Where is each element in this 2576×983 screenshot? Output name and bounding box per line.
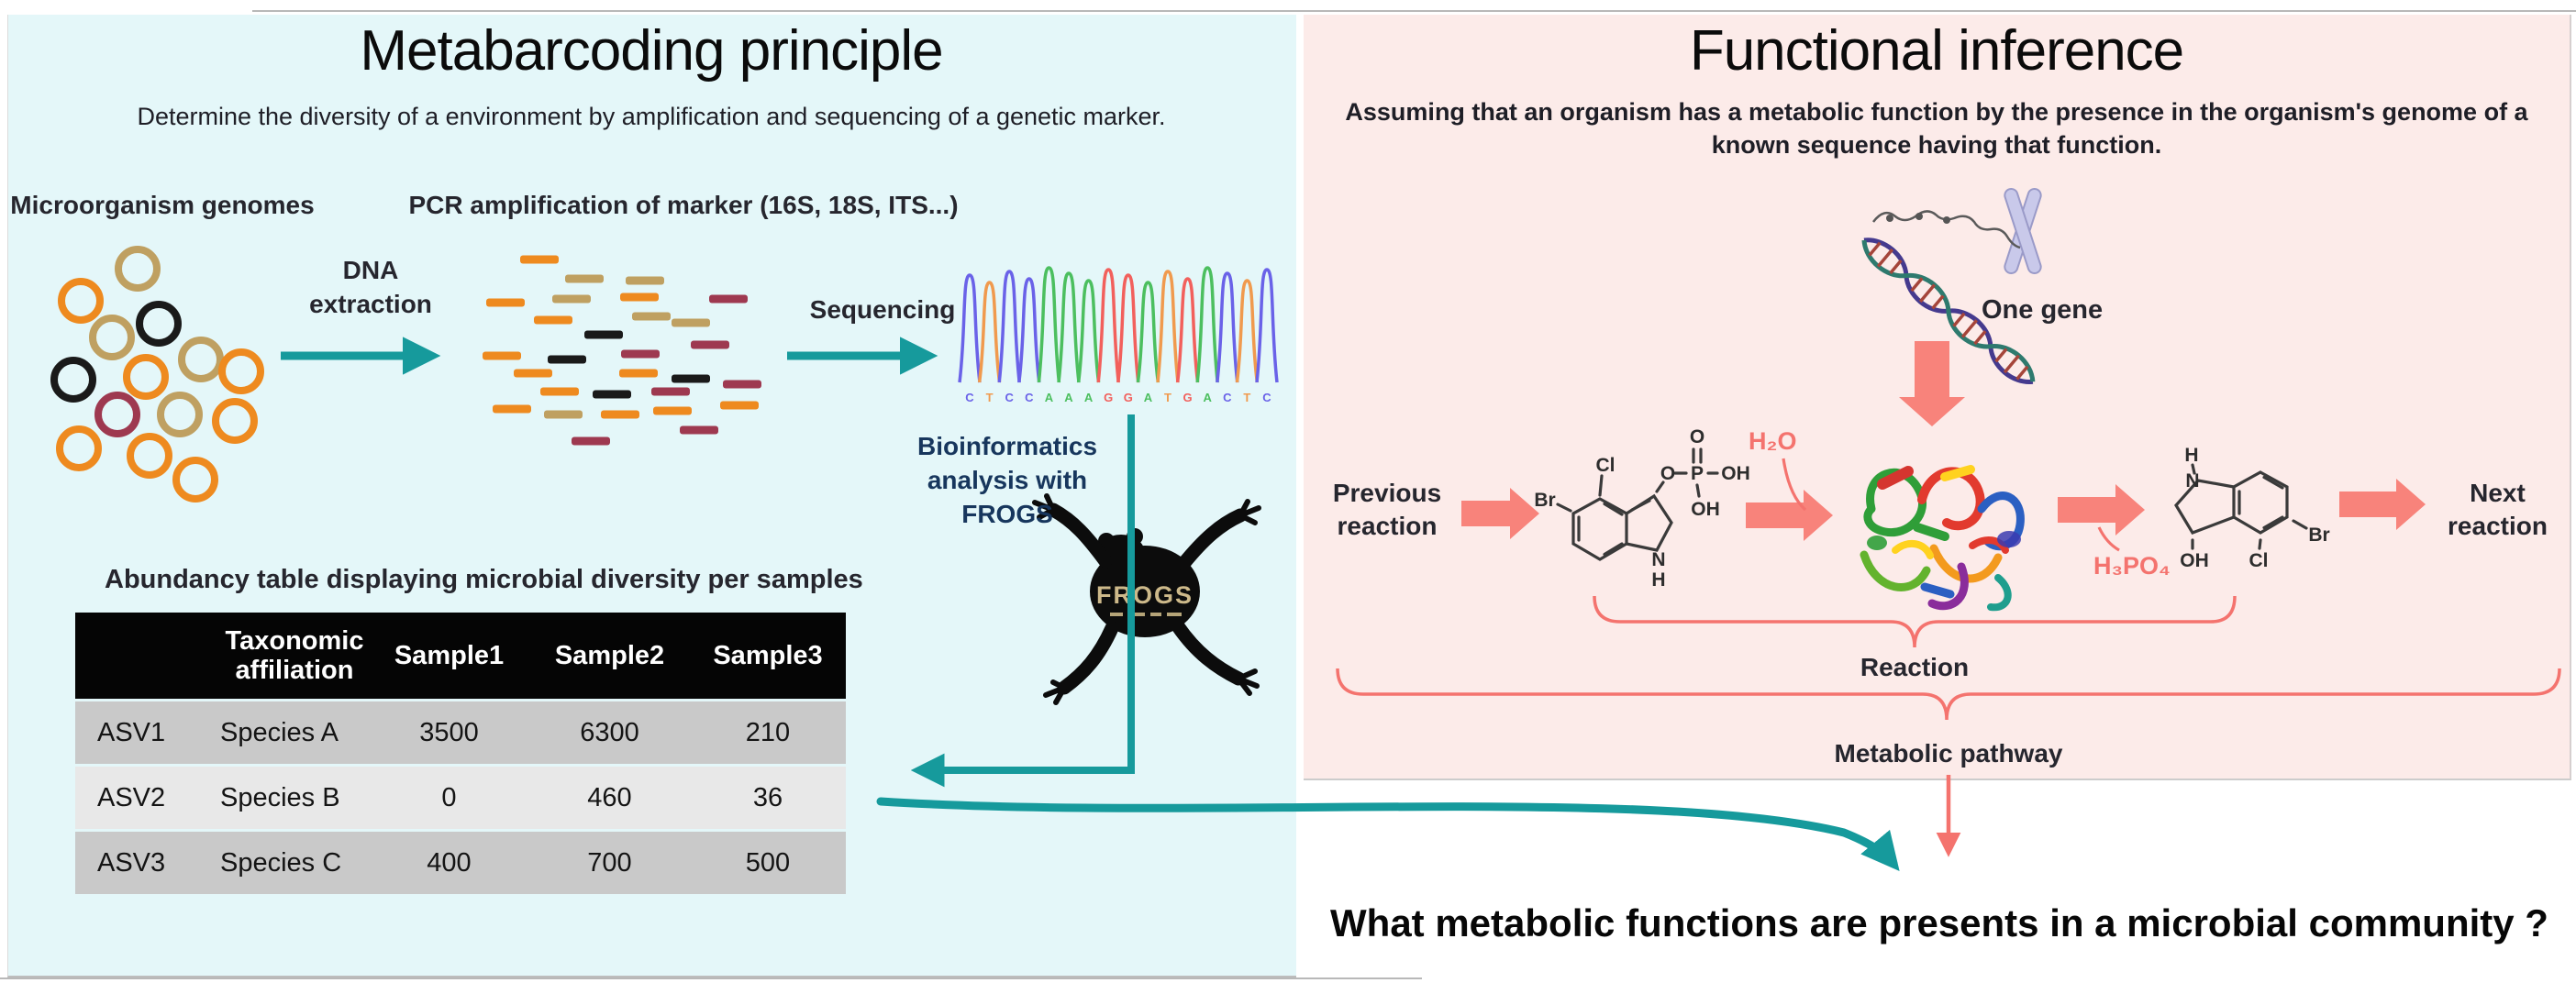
asv2-species: Species B: [220, 782, 340, 812]
asv1-id: ASV1: [97, 717, 166, 747]
header-cell-taxonomy: Taxonomic affiliation: [225, 625, 364, 685]
right-subtitle-line2: known sequence having that function.: [1711, 131, 2162, 159]
reaction-bracket-label: Reaction: [1860, 653, 1970, 681]
next-reaction-line1: Next: [2470, 479, 2526, 507]
bottom-page-edge: [0, 977, 1422, 979]
header-cell-sample3: Sample3: [713, 640, 823, 670]
next-reaction-label: Next reaction: [2422, 477, 2573, 543]
asv3-species: Species C: [220, 847, 342, 878]
one-gene-label: One gene: [1982, 295, 2104, 325]
h2o-label: H₂O: [1749, 427, 1797, 455]
asv3-id: ASV3: [97, 847, 166, 878]
bioinformatics-line2: analysis with: [927, 466, 1088, 494]
header-cell-sample1: Sample1: [394, 640, 505, 670]
asv3-sample2: 700: [587, 847, 632, 878]
right-panel-title: Functional inference: [1689, 19, 2184, 83]
table-row-asv1: ASV1 Species A 3500 6300 210: [75, 701, 846, 764]
dna-extraction-line1: DNA: [342, 256, 399, 284]
abundance-table: Taxonomic affiliation Sample1 Sample2 Sa…: [75, 613, 846, 894]
abundance-table-caption: Abundancy table displaying microbial div…: [105, 565, 863, 594]
right-panel-subtitle: Assuming that an organism has a metaboli…: [1304, 95, 2570, 161]
table-row-asv3: ASV3 Species C 400 700 500: [75, 832, 846, 894]
asv2-sample1: 0: [441, 782, 457, 812]
next-reaction-line2: reaction: [2448, 512, 2548, 540]
asv2-id: ASV2: [97, 782, 166, 812]
asv1-species: Species A: [220, 717, 339, 747]
abundance-table-header-row: Taxonomic affiliation Sample1 Sample2 Sa…: [75, 613, 846, 699]
asv1-sample3: 210: [745, 717, 791, 747]
genomes-label: Microorganism genomes: [10, 191, 315, 219]
previous-reaction-label: Previous reaction: [1314, 477, 1460, 543]
question-text: What metabolic functions are presents in…: [1330, 901, 2548, 944]
dna-extraction-line2: extraction: [309, 290, 432, 318]
previous-reaction-line1: Previous: [1332, 479, 1442, 507]
bioinformatics-line1: Bioinformatics: [916, 432, 1098, 460]
h3po4-label: H₃PO₄: [2093, 552, 2171, 580]
pcr-label: PCR amplification of marker (16S, 18S, I…: [408, 191, 959, 219]
asv3-sample3: 500: [745, 847, 791, 878]
bioinformatics-label: Bioinformatics analysis with FROGS: [879, 429, 1136, 531]
bioinformatics-line3: FROGS: [961, 500, 1053, 528]
left-panel-subtitle: Determine the diversity of a environment…: [137, 103, 1166, 130]
metabolic-pathway-label: Metabolic pathway: [1834, 739, 2063, 768]
asv3-sample1: 400: [427, 847, 472, 878]
asv2-sample3: 36: [752, 782, 783, 812]
dna-extraction-label: DNA extraction: [288, 253, 453, 321]
header-cell-empty: [75, 613, 220, 699]
asv1-sample2: 6300: [580, 717, 639, 747]
header-cell-sample2: Sample2: [554, 640, 665, 670]
asv2-sample2: 460: [587, 782, 632, 812]
table-row-asv2: ASV2 Species B 0 460 36: [75, 767, 846, 829]
top-page-edge: [252, 10, 2576, 12]
asv1-sample1: 3500: [419, 717, 479, 747]
sequencing-label: Sequencing: [809, 295, 956, 324]
right-subtitle-line1: Assuming that an organism has a metaboli…: [1345, 98, 2528, 126]
previous-reaction-line2: reaction: [1337, 512, 1438, 540]
left-panel-title: Metabarcoding principle: [360, 19, 943, 83]
